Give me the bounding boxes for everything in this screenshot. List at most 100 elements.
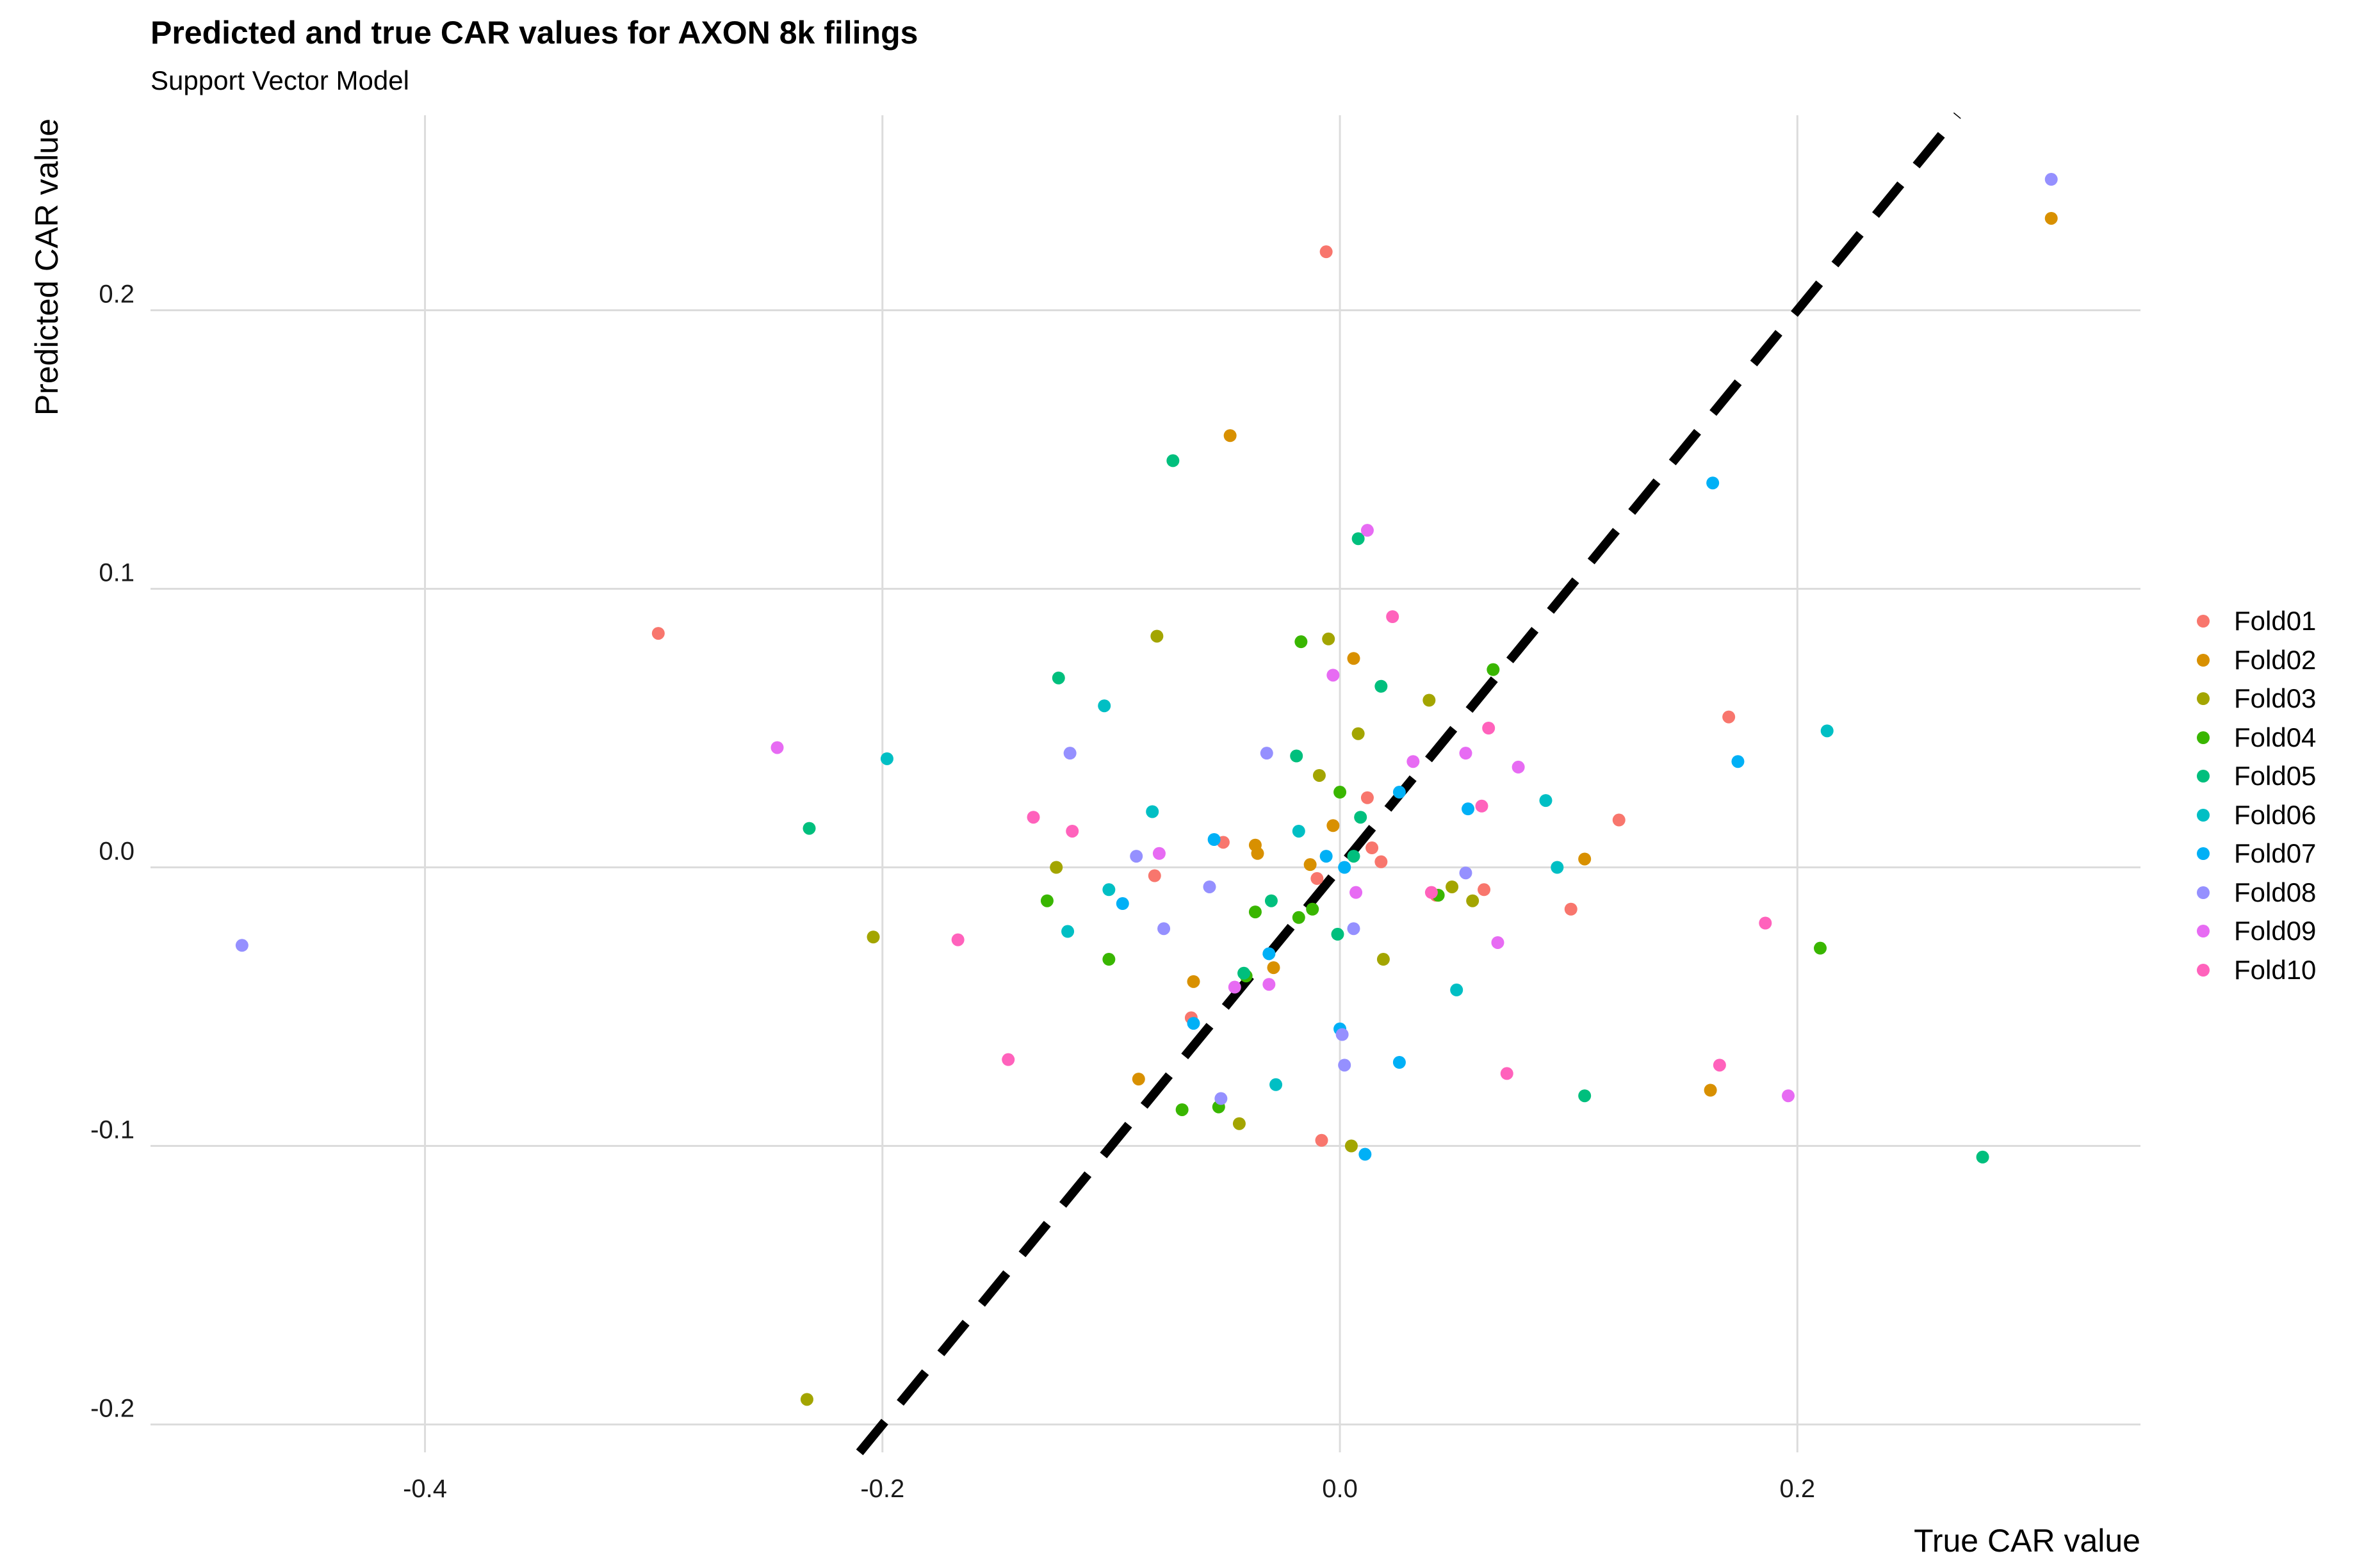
point-fold02 <box>1303 858 1317 872</box>
point-fold09 <box>770 741 784 754</box>
point-fold09 <box>1491 936 1504 949</box>
legend-item-fold01: Fold01 <box>2197 602 2316 641</box>
legend-label: Fold06 <box>2234 799 2317 830</box>
point-fold03 <box>800 1393 813 1406</box>
legend-key-dot <box>2197 731 2210 744</box>
point-fold09 <box>1262 978 1276 991</box>
point-fold03 <box>1422 694 1436 707</box>
legend-key-dot <box>2197 963 2210 977</box>
point-fold04 <box>1306 902 1319 916</box>
legend-label: Fold01 <box>2234 606 2317 637</box>
point-fold07 <box>1706 476 1720 490</box>
point-fold05 <box>1354 811 1367 824</box>
x-axis-title: True CAR value <box>1914 1523 2140 1558</box>
legend-item-fold04: Fold04 <box>2197 718 2316 758</box>
point-fold08 <box>1157 922 1171 936</box>
point-fold01 <box>1365 841 1379 855</box>
point-fold01 <box>1478 883 1491 897</box>
point-fold01 <box>1612 813 1626 827</box>
point-fold09 <box>1326 669 1340 682</box>
legend-item-fold09: Fold09 <box>2197 912 2316 951</box>
chart-subtitle: Support Vector Model <box>151 65 409 95</box>
legend-item-fold10: Fold10 <box>2197 951 2316 990</box>
point-fold02 <box>1251 847 1264 860</box>
point-fold05 <box>1976 1150 1989 1164</box>
point-fold02 <box>1187 975 1200 988</box>
point-fold08 <box>1338 1059 1351 1072</box>
point-fold04 <box>1248 905 1262 919</box>
point-fold03 <box>1232 1117 1246 1130</box>
point-fold06 <box>1450 983 1463 996</box>
point-fold09 <box>1459 747 1472 760</box>
point-fold02 <box>1326 819 1340 832</box>
point-fold08 <box>1203 880 1216 893</box>
legend-label: Fold04 <box>2234 722 2317 752</box>
point-fold06 <box>1061 925 1075 938</box>
chart-title: Predicted and true CAR values for AXON 8… <box>151 15 918 51</box>
point-fold06 <box>1820 724 1834 738</box>
point-fold02 <box>1267 961 1280 975</box>
point-fold01 <box>1360 791 1374 804</box>
x-tick-label: -0.2 <box>860 1475 904 1503</box>
point-fold01 <box>1564 902 1577 916</box>
point-fold06 <box>1146 805 1159 818</box>
y-tick-label: 0.0 <box>99 838 134 866</box>
legend: Fold01 Fold02 Fold03 Fold04 Fold05 Fold06 Fold… <box>2197 602 2316 989</box>
point-fold02 <box>1132 1073 1145 1086</box>
point-fold05 <box>1347 850 1360 863</box>
legend-item-fold08: Fold08 <box>2197 873 2316 913</box>
point-fold07 <box>1262 947 1276 961</box>
point-fold01 <box>651 627 665 640</box>
point-fold04 <box>1102 953 1116 966</box>
x-tick-label: -0.4 <box>403 1475 447 1503</box>
point-fold05 <box>1237 966 1251 980</box>
legend-item-fold02: Fold02 <box>2197 641 2316 680</box>
y-axis-title: Predicted CAR value <box>29 118 65 416</box>
legend-key-dot <box>2197 886 2210 899</box>
legend-key-dot <box>2197 770 2210 783</box>
point-fold03 <box>1050 861 1063 874</box>
point-fold03 <box>1312 768 1326 782</box>
point-fold10 <box>951 933 965 946</box>
reference-line-layer <box>856 112 1961 1456</box>
data-points <box>235 173 2058 1406</box>
legend-item-fold06: Fold06 <box>2197 796 2316 835</box>
point-fold10 <box>1066 824 1079 838</box>
legend-label: Fold08 <box>2234 877 2317 907</box>
legend-key-dot <box>2197 925 2210 938</box>
legend-label: Fold03 <box>2234 683 2317 714</box>
point-fold07 <box>1207 833 1221 846</box>
point-fold06 <box>1292 824 1305 838</box>
legend-key-dot <box>2197 808 2210 822</box>
point-fold01 <box>1319 245 1333 259</box>
point-fold03 <box>1150 629 1164 643</box>
point-fold05 <box>803 822 816 835</box>
point-fold03 <box>1322 632 1335 645</box>
point-fold07 <box>1187 1017 1200 1030</box>
point-fold06 <box>1102 883 1116 897</box>
point-fold07 <box>1358 1148 1372 1161</box>
point-fold05 <box>1374 679 1388 693</box>
legend-label: Fold07 <box>2234 838 2317 869</box>
point-fold06 <box>1539 794 1553 807</box>
point-fold05 <box>1578 1089 1592 1103</box>
point-fold09 <box>1512 760 1525 774</box>
legend-key-dot <box>2197 847 2210 861</box>
point-fold09 <box>1228 980 1241 994</box>
legend-key-dot <box>2197 615 2210 628</box>
point-fold07 <box>1116 897 1129 911</box>
point-fold05 <box>1052 671 1065 685</box>
legend-key-dot <box>2197 653 2210 667</box>
x-tick-label: 0.2 <box>1780 1475 1816 1503</box>
point-fold08 <box>2044 173 2058 186</box>
point-fold02 <box>1578 852 1592 866</box>
point-fold10 <box>1424 886 1438 899</box>
point-fold08 <box>1214 1092 1228 1105</box>
point-fold02 <box>1347 652 1360 665</box>
point-fold01 <box>1315 1133 1328 1147</box>
point-fold07 <box>1462 802 1475 816</box>
legend-key-dot <box>2197 692 2210 706</box>
point-fold07 <box>1731 755 1745 768</box>
point-fold01 <box>1148 869 1161 882</box>
grid-lines <box>151 115 2140 1452</box>
